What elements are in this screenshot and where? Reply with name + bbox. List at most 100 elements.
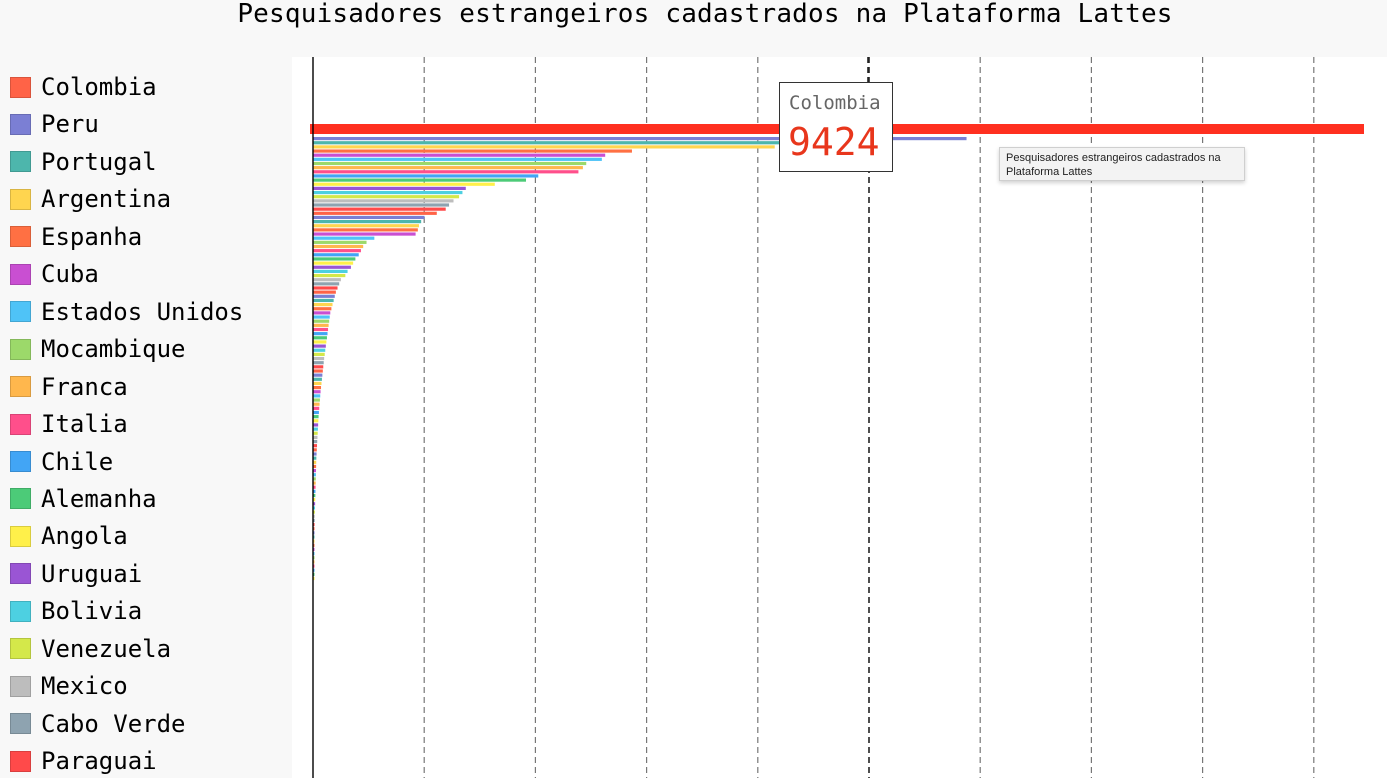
bar <box>313 178 527 182</box>
legend-item[interactable]: Mexico <box>10 671 128 701</box>
legend-label: Mexico <box>41 672 128 701</box>
bar <box>313 439 318 444</box>
bar <box>313 298 334 303</box>
bar <box>313 560 315 564</box>
bar <box>313 518 315 522</box>
bar <box>313 269 348 273</box>
bar <box>313 166 583 170</box>
legend-item[interactable]: Bolivia <box>10 596 142 626</box>
bar <box>313 410 319 415</box>
bar <box>313 406 320 410</box>
legend-item[interactable]: Mocambique <box>10 334 186 364</box>
legend-item[interactable]: Cabo Verde <box>10 709 186 739</box>
bar <box>313 361 324 365</box>
legend-swatch <box>10 413 31 435</box>
legend-item[interactable]: Argentina <box>10 184 171 214</box>
legend-item[interactable]: Venezuela <box>10 634 171 664</box>
bar <box>313 415 319 419</box>
legend-item[interactable]: Portugal <box>10 147 157 177</box>
legend-item[interactable]: Paraguai <box>10 746 157 776</box>
chart-title: Pesquisadores estrangeiros cadastrados n… <box>237 0 1173 29</box>
legend-item[interactable]: Chile <box>10 447 113 477</box>
legend-label: Alemanha <box>41 484 157 513</box>
legend-label: Portugal <box>41 147 157 176</box>
legend-label: Mocambique <box>41 335 186 364</box>
legend-label: Chile <box>41 447 114 476</box>
bar <box>313 572 315 576</box>
bar <box>313 373 323 377</box>
bar <box>313 460 317 464</box>
legend-label: Venezuela <box>41 634 172 663</box>
bar <box>313 464 317 469</box>
legend-item[interactable]: Angola <box>10 521 128 551</box>
bar <box>313 477 316 481</box>
bar <box>313 431 318 435</box>
bar <box>313 510 315 514</box>
bar <box>313 381 322 386</box>
legend-item[interactable]: Colombia <box>10 72 157 102</box>
bar <box>313 527 315 531</box>
legend-item[interactable]: Alemanha <box>10 484 157 514</box>
bar <box>313 448 317 452</box>
legend-item[interactable]: Italia <box>10 409 128 439</box>
legend-swatch <box>10 263 31 285</box>
legend-item[interactable]: Estados Unidos <box>10 297 243 327</box>
bar <box>313 522 315 527</box>
bar <box>313 311 331 315</box>
tooltip-value: 9424 <box>788 120 880 164</box>
legend-swatch <box>10 113 31 135</box>
legend-swatch <box>10 600 31 622</box>
bar <box>313 535 315 539</box>
bar <box>313 485 316 489</box>
bar <box>313 228 418 232</box>
legend-swatch <box>10 188 31 210</box>
legend-item[interactable]: Espanha <box>10 222 142 252</box>
bar <box>313 157 602 161</box>
legend-label: Espanha <box>41 222 143 251</box>
legend-label: Cuba <box>41 260 99 289</box>
bar <box>313 332 328 336</box>
bar <box>313 493 316 498</box>
bar <box>313 286 338 290</box>
legend-swatch <box>10 376 31 398</box>
bar <box>313 257 356 261</box>
legend-swatch <box>10 151 31 173</box>
bar <box>313 369 323 373</box>
bar <box>313 552 315 556</box>
bar <box>313 543 315 547</box>
legend-swatch <box>10 488 31 510</box>
bar <box>313 556 315 560</box>
legend-item[interactable]: Uruguai <box>10 559 142 589</box>
legend-swatch <box>10 563 31 585</box>
bar <box>313 174 539 178</box>
bar <box>313 398 320 402</box>
bar <box>313 145 775 149</box>
bar <box>313 186 466 190</box>
bar <box>313 265 351 269</box>
bar <box>313 199 454 203</box>
bar <box>313 502 316 506</box>
legend-item[interactable]: Cuba <box>10 259 99 289</box>
value-tooltip: Colombia 9424 <box>779 82 893 172</box>
bar <box>313 307 332 311</box>
legend-label: Estados Unidos <box>41 297 244 326</box>
bar <box>313 249 361 253</box>
bar <box>313 207 446 211</box>
bar <box>313 539 315 543</box>
legend-label: Colombia <box>41 73 157 101</box>
legend-item[interactable]: Peru <box>10 109 99 139</box>
bar <box>313 315 330 319</box>
bar <box>313 273 346 278</box>
bar <box>313 137 967 141</box>
bar <box>313 547 315 552</box>
bar <box>313 149 632 153</box>
legend-label: Italia <box>41 410 128 439</box>
tooltip-label: Colombia <box>789 92 881 114</box>
bar <box>313 576 315 581</box>
legend-swatch <box>10 525 31 547</box>
bar <box>313 253 359 257</box>
bar <box>313 481 316 485</box>
bar <box>313 290 336 294</box>
legend-item[interactable]: Franca <box>10 372 128 402</box>
